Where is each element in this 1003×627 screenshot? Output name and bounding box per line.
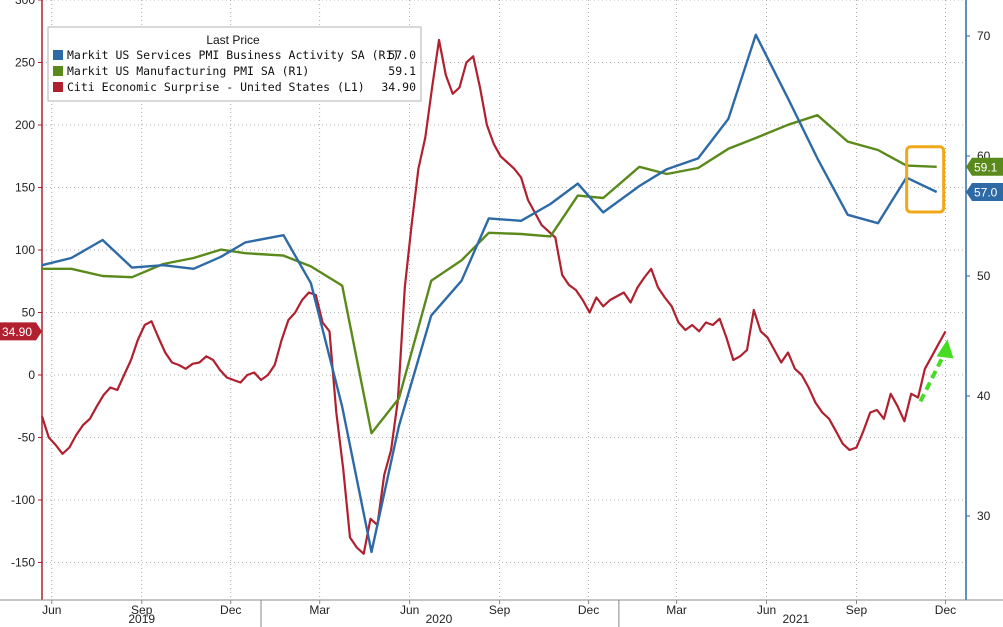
dashed-arrow-shaft [918,354,946,403]
series-line-citi-surprise [40,38,947,555]
x-year-label: 2019 [128,612,155,626]
right-tick-label: 30 [977,509,991,523]
x-tick-label: Mar [666,603,687,617]
legend-swatch [53,50,63,60]
legend-entry-value: 59.1 [388,64,416,78]
left-tick-label: 250 [15,56,35,70]
manufacturing-pmi-tag [966,157,1003,176]
citi-surprise-tag-label: 34.90 [2,325,32,339]
x-tick-label: Jun [42,603,61,617]
x-year-label: 2020 [426,612,453,626]
manufacturing-pmi-tag-label: 59.1 [974,160,998,174]
highlight-box [905,145,946,214]
x-year-label: 2021 [783,612,810,626]
x-tick-label: Jun [757,603,776,617]
last-value-tags: 59.1 57.0 34.90 [0,157,1003,341]
annotations [905,145,954,403]
left-tick-label: 300 [15,0,35,7]
right-tick-label: 70 [977,29,991,43]
x-tick-label: Mar [309,603,330,617]
legend-box [47,26,422,102]
left-tick-label: 100 [15,243,35,257]
left-tick-label: 200 [15,118,35,132]
legend-swatch [53,66,63,76]
left-tick-label: 50 [22,306,36,320]
citi-surprise-tag [0,322,42,341]
x-tick-label: Dec [220,603,241,617]
left-tick-label: 150 [15,181,35,195]
legend-entry-label: Markit US Manufacturing PMI SA (R1) [67,64,309,78]
x-tick-label: Jun [400,603,419,617]
x-tick-label: Dec [578,603,599,617]
left-tick-label: -50 [18,431,36,445]
services-pmi-tag-label: 57.0 [974,186,998,200]
legend-title: Last Price [206,33,260,47]
series-line-manufacturing-pmi [42,114,937,435]
right-tick-label: 50 [977,269,991,283]
left-tick-label: -100 [11,493,35,507]
x-tick-label: Sep [131,603,153,617]
series-lines [40,33,947,555]
legend-swatch [53,82,63,92]
x-tick-label: Sep [846,603,868,617]
legend-entry-label: Markit US Services PMI Business Activity… [67,48,399,62]
legend-entry-label: Citi Economic Surprise - United States (… [67,80,365,94]
x-tick-label: Dec [935,603,956,617]
series-line-services-pmi [41,33,938,554]
left-tick-label: -150 [11,556,35,570]
left-axis-ticks: 300 250 200 150 100 50 0 -50 -100 -150 [11,0,42,570]
services-pmi-tag [966,183,1003,201]
right-tick-label: 40 [977,389,991,403]
left-tick-label: 0 [28,368,35,382]
dashed-arrow-head [936,339,954,359]
x-tick-label: Sep [489,603,511,617]
legend-entry-value: 57.0 [388,48,416,62]
legend-entry-value: 34.90 [381,80,416,94]
x-axis-ticks: Jun Sep Dec Mar Jun Sep Dec Mar Jun Sep Dec 2019 202… [42,600,956,627]
